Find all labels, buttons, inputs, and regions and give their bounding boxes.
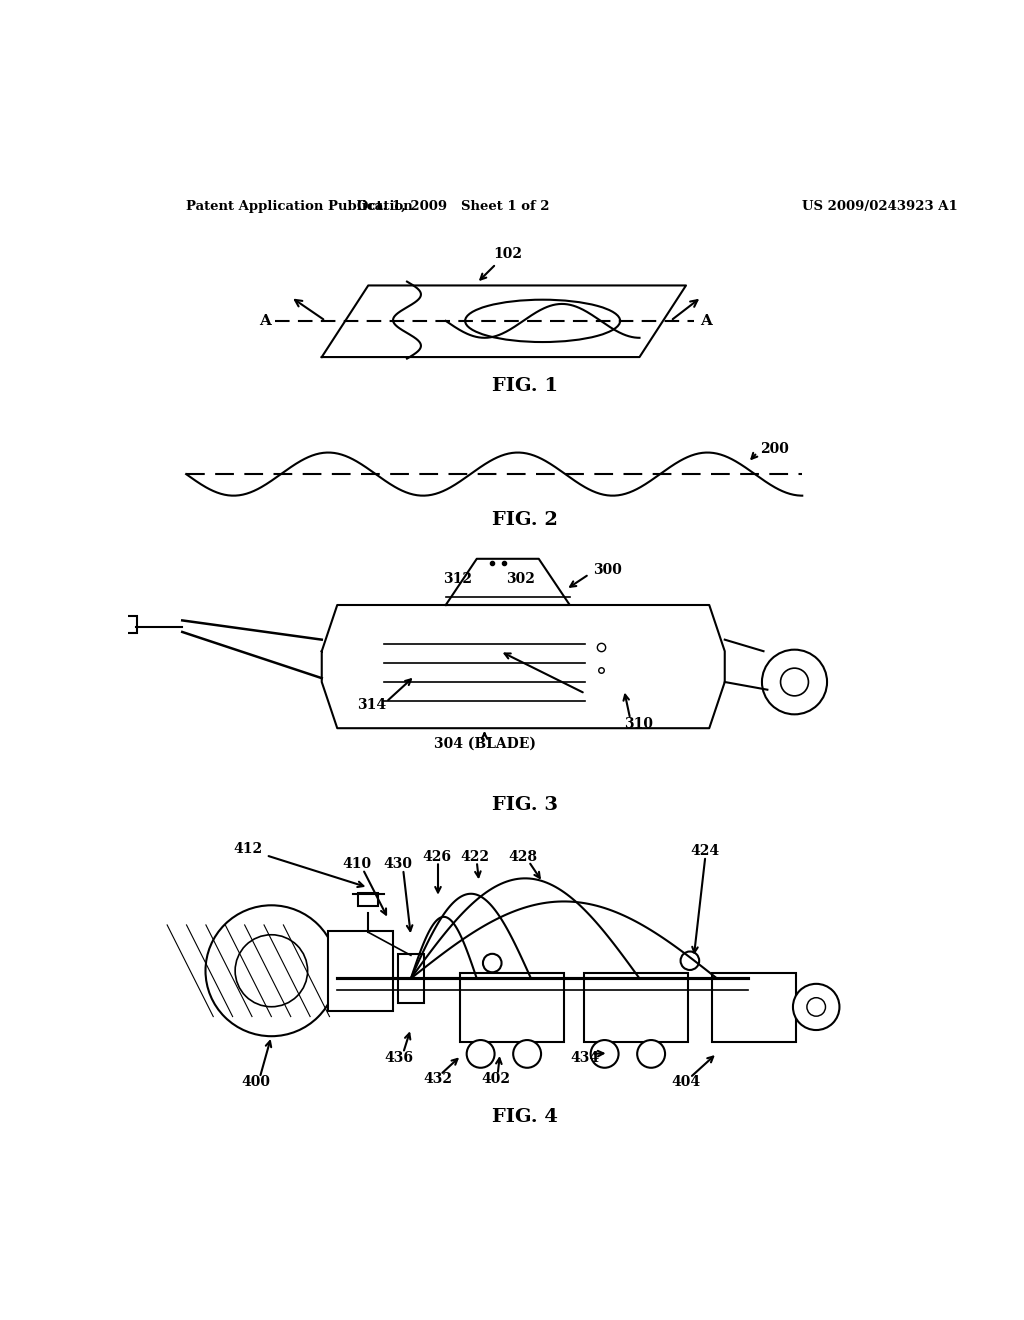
Circle shape: [637, 1040, 665, 1068]
Text: US 2009/0243923 A1: US 2009/0243923 A1: [802, 199, 958, 213]
Text: 400: 400: [242, 1076, 270, 1089]
Text: Patent Application Publication: Patent Application Publication: [186, 199, 413, 213]
Circle shape: [206, 906, 337, 1036]
Text: 300: 300: [593, 564, 622, 577]
Text: 302: 302: [506, 572, 536, 586]
Circle shape: [780, 668, 809, 696]
Circle shape: [483, 954, 502, 973]
Circle shape: [793, 983, 840, 1030]
Text: 434: 434: [570, 1051, 600, 1065]
Text: 312: 312: [443, 572, 472, 586]
Text: A: A: [259, 314, 271, 327]
Text: 422: 422: [460, 850, 488, 863]
Circle shape: [681, 952, 699, 970]
Text: Oct. 1, 2009   Sheet 1 of 2: Oct. 1, 2009 Sheet 1 of 2: [357, 199, 550, 213]
Text: FIG. 1: FIG. 1: [492, 376, 558, 395]
FancyBboxPatch shape: [397, 954, 424, 1003]
Circle shape: [807, 998, 825, 1016]
Text: 412: 412: [233, 842, 263, 857]
Text: FIG. 4: FIG. 4: [492, 1107, 558, 1126]
Text: 402: 402: [481, 1072, 511, 1085]
Text: FIG. 2: FIG. 2: [492, 511, 558, 529]
Text: 410: 410: [342, 858, 371, 871]
Text: 428: 428: [509, 850, 538, 863]
Circle shape: [513, 1040, 541, 1068]
Text: 426: 426: [422, 850, 451, 863]
Text: 310: 310: [624, 717, 653, 731]
Text: 432: 432: [424, 1072, 453, 1085]
Circle shape: [591, 1040, 618, 1068]
Text: 436: 436: [385, 1051, 414, 1065]
FancyBboxPatch shape: [584, 973, 687, 1041]
Circle shape: [762, 649, 827, 714]
FancyBboxPatch shape: [92, 618, 101, 631]
Circle shape: [236, 935, 307, 1007]
FancyBboxPatch shape: [328, 931, 393, 1011]
Text: 430: 430: [383, 858, 413, 871]
Text: 424: 424: [691, 845, 720, 858]
FancyBboxPatch shape: [460, 973, 563, 1041]
FancyBboxPatch shape: [712, 973, 796, 1041]
Text: 314: 314: [357, 698, 387, 711]
Text: FIG. 3: FIG. 3: [492, 796, 558, 814]
Text: 404: 404: [672, 1076, 700, 1089]
FancyBboxPatch shape: [358, 892, 378, 906]
Text: 102: 102: [494, 247, 522, 261]
Text: A: A: [700, 314, 712, 327]
Circle shape: [467, 1040, 495, 1068]
Text: 304 (BLADE): 304 (BLADE): [433, 737, 536, 751]
FancyBboxPatch shape: [116, 615, 136, 632]
Text: 200: 200: [760, 442, 788, 457]
